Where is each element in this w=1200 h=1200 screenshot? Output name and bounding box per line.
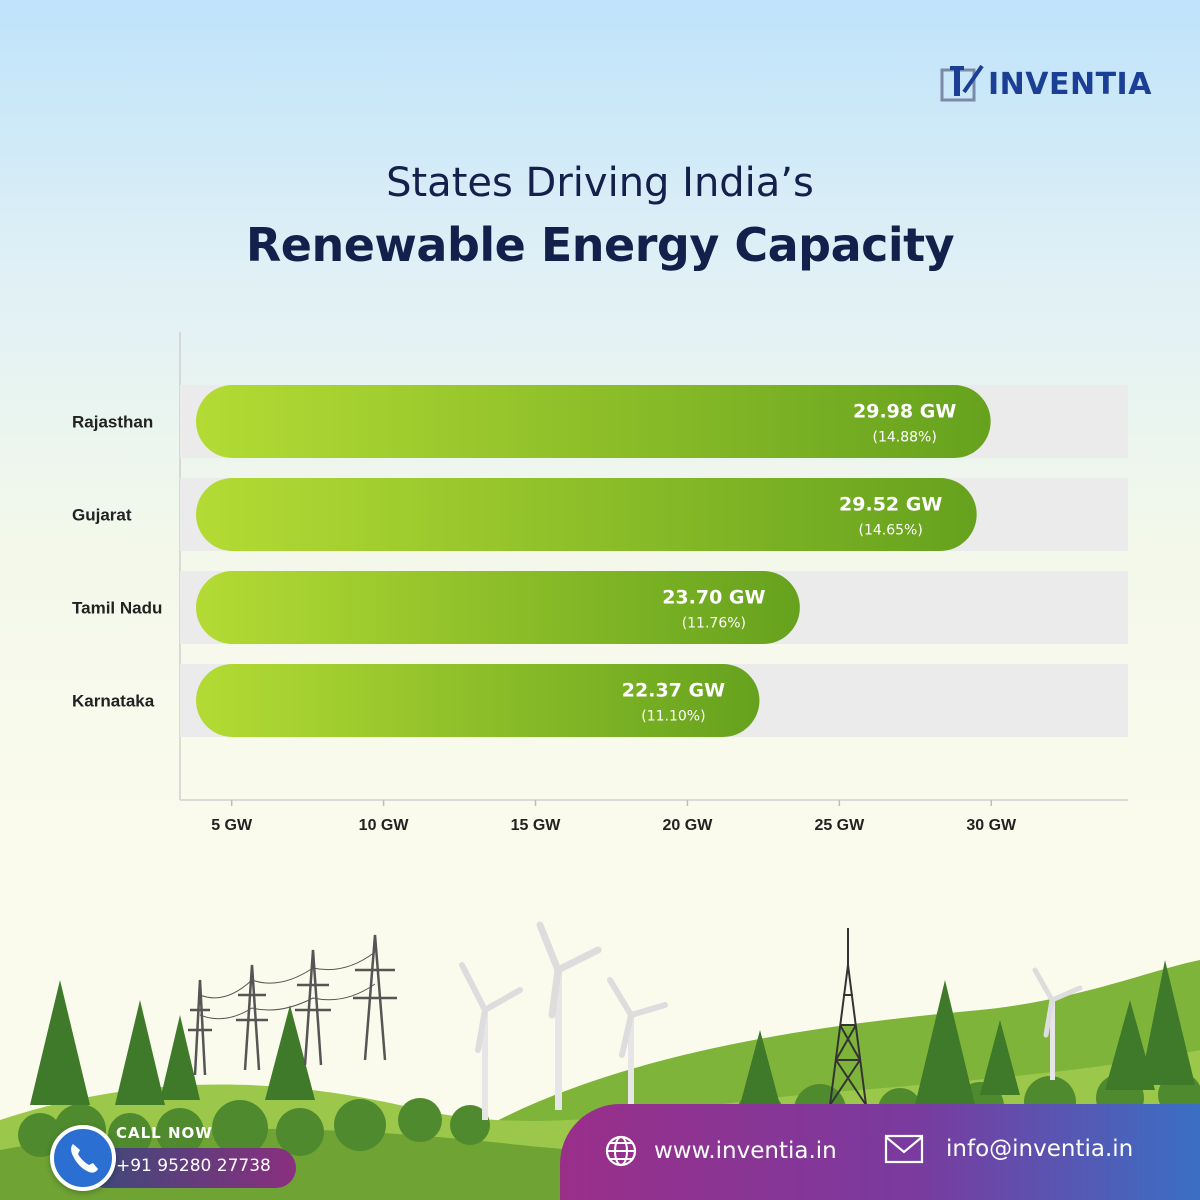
email-link[interactable]: info@inventia.in bbox=[884, 1134, 1133, 1164]
bar bbox=[196, 385, 991, 458]
page-title-line1: States Driving India’s bbox=[386, 160, 814, 206]
bar-value-label: 22.37 GW bbox=[622, 680, 725, 702]
website-link[interactable]: www.inventia.in bbox=[604, 1134, 837, 1168]
brand-logo: INVENTIA bbox=[940, 62, 1152, 106]
phone-icon bbox=[71, 1144, 98, 1173]
bar-value-label: 29.52 GW bbox=[839, 494, 942, 516]
brand-name: INVENTIA bbox=[988, 66, 1152, 102]
bar-value-label: 23.70 GW bbox=[662, 587, 765, 609]
category-label: Tamil Nadu bbox=[72, 599, 162, 618]
x-tick-label: 15 GW bbox=[511, 817, 562, 834]
bar-percent-label: (14.65%) bbox=[859, 523, 923, 539]
contact-bar bbox=[560, 1104, 1200, 1200]
globe-icon bbox=[605, 1135, 637, 1167]
x-tick-label: 30 GW bbox=[966, 817, 1017, 834]
bar bbox=[196, 571, 800, 644]
bar bbox=[196, 478, 977, 551]
call-now-pill[interactable] bbox=[86, 1148, 296, 1188]
email-text: info@inventia.in bbox=[946, 1136, 1134, 1162]
phone-number: +91 95280 27738 bbox=[116, 1156, 271, 1176]
call-button[interactable] bbox=[50, 1125, 116, 1191]
bar-chart: Rajasthan 29.98 GW (14.88%) Gujarat 29.52 GW… bbox=[72, 332, 1128, 834]
bar-percent-label: (11.76%) bbox=[682, 616, 746, 632]
inventia-logo-icon bbox=[940, 64, 984, 102]
x-tick-label: 25 GW bbox=[814, 817, 865, 834]
bar-value-label: 29.98 GW bbox=[853, 401, 956, 423]
page-title-line2: Renewable Energy Capacity bbox=[245, 218, 955, 272]
x-tick-label: 20 GW bbox=[663, 817, 714, 834]
website-text: www.inventia.in bbox=[654, 1138, 837, 1164]
bar bbox=[196, 664, 760, 737]
bar-percent-label: (14.88%) bbox=[873, 430, 937, 446]
category-label: Karnataka bbox=[72, 692, 155, 711]
bar-percent-label: (11.10%) bbox=[641, 709, 705, 725]
category-label: Gujarat bbox=[72, 506, 132, 525]
mail-icon bbox=[884, 1134, 924, 1164]
x-tick-label: 10 GW bbox=[359, 817, 410, 834]
x-tick-label: 5 GW bbox=[211, 817, 253, 834]
call-now-label: CALL NOW bbox=[116, 1124, 213, 1142]
category-label: Rajasthan bbox=[72, 413, 153, 432]
